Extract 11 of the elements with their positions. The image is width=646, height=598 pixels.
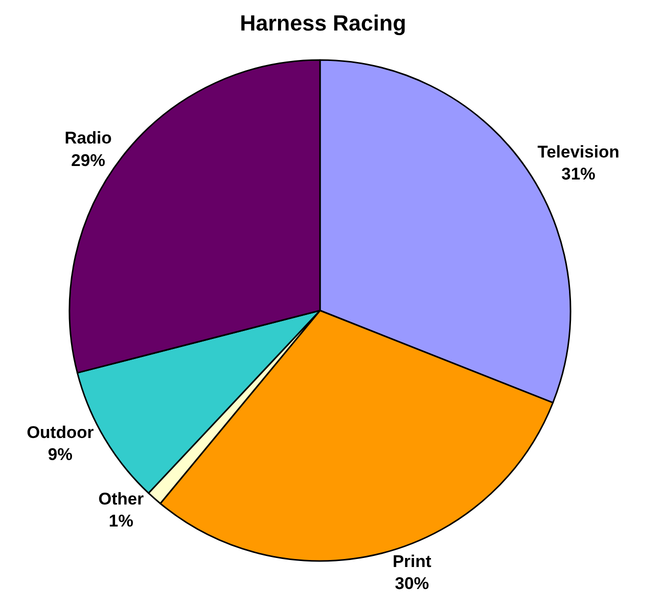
- data-label: 29%: [71, 150, 106, 170]
- slice-label: Other: [98, 489, 144, 508]
- data-label: 1%: [108, 512, 134, 531]
- data-label: 9%: [48, 444, 72, 464]
- slice-label: Television: [537, 142, 620, 162]
- slice-label: Radio: [64, 128, 112, 148]
- data-label: 30%: [394, 574, 429, 593]
- data-label: 31%: [561, 164, 596, 184]
- slice-label: Outdoor: [26, 422, 94, 442]
- chart-title: Harness Racing: [240, 10, 406, 36]
- slice-label: Print: [392, 552, 432, 571]
